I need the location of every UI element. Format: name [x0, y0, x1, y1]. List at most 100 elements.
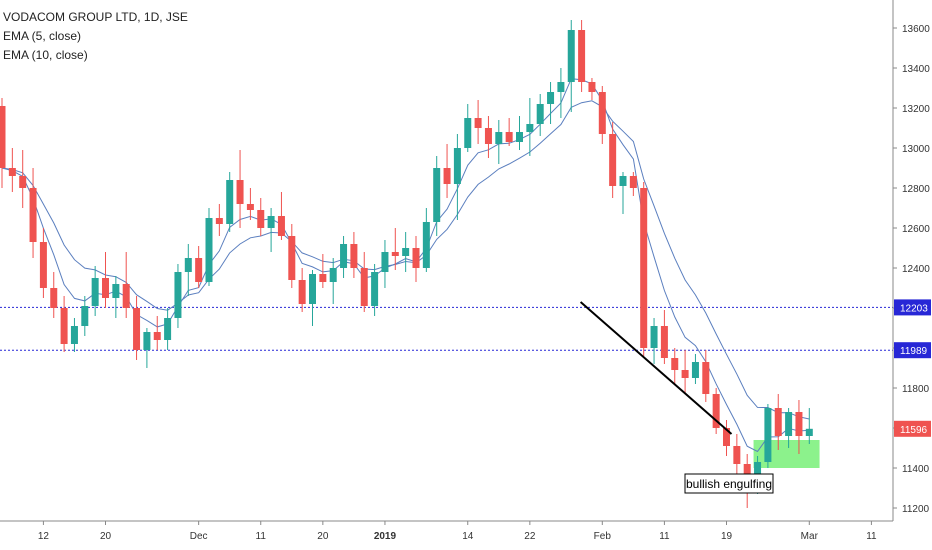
annotation-label: bullish engulfing	[686, 477, 772, 491]
candle-body	[568, 30, 575, 82]
candle-body	[350, 244, 357, 268]
candle-body	[0, 106, 6, 168]
candle-body	[444, 168, 451, 184]
candle-body	[102, 278, 109, 298]
candle-body	[495, 132, 502, 144]
candle-body	[371, 272, 378, 306]
x-tick-label: Feb	[594, 531, 612, 542]
candle-body	[92, 278, 99, 306]
candle-body	[381, 252, 388, 272]
x-tick-label: Mar	[801, 531, 819, 542]
candle-body	[30, 188, 37, 242]
candle-body	[547, 92, 554, 104]
candle-body	[288, 236, 295, 280]
last-price-label: 11596	[900, 425, 928, 436]
candle-body	[464, 118, 471, 148]
candle-body	[9, 168, 16, 176]
candle-body	[620, 176, 627, 186]
candle-body	[319, 274, 326, 282]
candle-body	[630, 176, 637, 188]
candle-body	[640, 188, 647, 348]
y-tick-label: 11200	[902, 504, 930, 515]
candle-body	[578, 30, 585, 82]
candle-body	[516, 132, 523, 142]
candle-body	[537, 104, 544, 124]
y-tick-label: 13000	[902, 144, 930, 155]
candle-body	[702, 362, 709, 394]
candle-body	[71, 326, 78, 344]
candle-body	[123, 284, 130, 308]
candle-body	[19, 176, 26, 188]
candle-body	[795, 412, 802, 436]
candle-body	[557, 82, 564, 92]
candle-body	[268, 216, 275, 228]
x-tick-label: 11	[866, 531, 877, 542]
candle-body	[692, 362, 699, 378]
x-tick-label: Dec	[190, 531, 208, 542]
candle-body	[195, 258, 202, 282]
candle	[640, 182, 647, 356]
x-tick-label: 14	[462, 531, 474, 542]
y-tick-label: 13400	[902, 64, 930, 75]
candle-body	[671, 358, 678, 370]
candle-body	[143, 332, 150, 350]
candle	[206, 208, 213, 286]
candle-body	[247, 204, 254, 210]
candle-body	[785, 412, 792, 436]
candle-body	[216, 218, 223, 224]
y-tick-label: 12800	[902, 184, 930, 195]
candle-body	[237, 180, 244, 204]
legend-ema-slow: EMA (10, close)	[3, 48, 88, 62]
candle-body	[185, 258, 192, 272]
candle-body	[402, 248, 409, 256]
candle	[764, 404, 771, 468]
candle-body	[164, 318, 171, 340]
candle-body	[174, 272, 181, 318]
candle	[713, 388, 720, 434]
x-tick-label: 11	[659, 531, 670, 542]
candle-body	[112, 284, 119, 298]
candle-body	[278, 216, 285, 236]
legend-title: VODACOM GROUP LTD, 1D, JSE	[3, 10, 188, 24]
candle-body	[609, 134, 616, 186]
candle-body	[599, 92, 606, 134]
candle-body	[682, 370, 689, 378]
candle-body	[651, 326, 658, 348]
candle	[578, 20, 585, 92]
candle-body	[226, 180, 233, 224]
level-price-label: 11989	[900, 346, 928, 357]
candle-body	[154, 332, 161, 340]
pattern-zone	[754, 440, 820, 468]
candle-body	[475, 118, 482, 128]
x-tick-label: 11	[256, 531, 267, 542]
x-tick-label: 20	[317, 531, 329, 542]
candle-body	[806, 429, 813, 436]
y-tick-label: 12600	[902, 224, 930, 235]
candle-body	[330, 268, 337, 282]
x-tick-label: 19	[721, 531, 733, 542]
candle-body	[133, 308, 140, 350]
y-tick-label: 13200	[902, 104, 930, 115]
candle-body	[392, 252, 399, 256]
candle-body	[81, 306, 88, 326]
candle-body	[309, 274, 316, 304]
x-tick-label: 12	[38, 531, 50, 542]
x-tick-label: 20	[100, 531, 112, 542]
candle-body	[454, 148, 461, 184]
candle-body	[340, 244, 347, 268]
candle-body	[764, 408, 771, 462]
candle-body	[257, 210, 264, 228]
candle-body	[40, 242, 47, 288]
candle-body	[526, 124, 533, 132]
y-tick-label: 12400	[902, 264, 930, 275]
candle-body	[433, 168, 440, 222]
candle-body	[485, 128, 492, 144]
candle-body	[661, 326, 668, 358]
candle-body	[206, 218, 213, 282]
x-tick-label: 22	[524, 531, 536, 542]
legend-ema-fast: EMA (5, close)	[3, 29, 81, 43]
y-tick-label: 13600	[902, 24, 930, 35]
y-tick-label: 11800	[902, 384, 930, 395]
candle-body	[588, 82, 595, 92]
